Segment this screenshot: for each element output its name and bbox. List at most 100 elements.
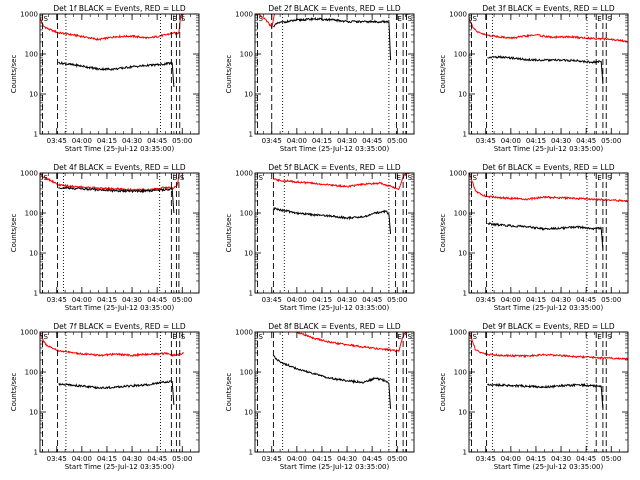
series-line-lld bbox=[273, 173, 410, 191]
x-tick-label: 05:00 bbox=[172, 455, 192, 463]
x-tick-label: 04:30 bbox=[551, 455, 571, 463]
series-line-lld bbox=[40, 332, 184, 358]
series-line-lld bbox=[40, 14, 185, 42]
chart-title: Det 3f BLACK = Events, RED = LLD bbox=[482, 4, 615, 13]
x-tick-label: 04:15 bbox=[312, 137, 332, 145]
marker-label: S bbox=[473, 333, 478, 341]
x-tick-label: 04:00 bbox=[287, 137, 307, 145]
y-axis-label: Counts/sec bbox=[225, 373, 233, 412]
x-tick-label: 04:30 bbox=[122, 296, 142, 304]
series-line-events bbox=[273, 16, 392, 61]
x-axis-label: Start Time (25-Jul-12 03:35:00) bbox=[494, 145, 604, 153]
series-line-events bbox=[58, 380, 175, 406]
y-tick-label: 1 bbox=[463, 290, 467, 298]
y-axis-label: Counts/sec bbox=[225, 55, 233, 94]
plot-frame bbox=[39, 331, 200, 453]
marker-label: S bbox=[259, 333, 264, 341]
chart-title: Det 2f BLACK = Events, RED = LLD bbox=[268, 4, 401, 13]
x-tick-label: 04:15 bbox=[526, 137, 546, 145]
x-tick-label: 04:30 bbox=[122, 137, 142, 145]
marker-label: S bbox=[44, 174, 49, 182]
marker-label: E bbox=[397, 15, 401, 23]
y-tick-label: 1000 bbox=[449, 11, 467, 19]
series-line-events bbox=[273, 206, 392, 234]
x-axis-label: Start Time (25-Jul-12 03:35:00) bbox=[494, 304, 604, 312]
series-line-events bbox=[58, 61, 175, 88]
series-line-lld bbox=[469, 173, 628, 203]
series-line-events bbox=[273, 355, 392, 409]
x-tick-label: 04:45 bbox=[576, 296, 596, 304]
plot-frame bbox=[468, 13, 629, 135]
x-tick-label: 03:45 bbox=[262, 455, 282, 463]
y-tick-label: 1000 bbox=[20, 170, 38, 178]
chart-title: Det 6f BLACK = Events, RED = LLD bbox=[482, 163, 615, 172]
x-tick-label: 03:45 bbox=[262, 137, 282, 145]
y-tick-label: 1000 bbox=[449, 329, 467, 337]
chart-title: Det 4f BLACK = Events, RED = LLD bbox=[53, 163, 186, 172]
x-axis-label: Start Time (25-Jul-12 03:35:00) bbox=[280, 145, 390, 153]
x-tick-label: 04:00 bbox=[501, 296, 521, 304]
x-axis-label: Start Time (25-Jul-12 03:35:00) bbox=[280, 304, 390, 312]
y-tick-label: 100 bbox=[25, 51, 38, 59]
y-tick-label: 1000 bbox=[235, 329, 253, 337]
x-tick-label: 04:45 bbox=[147, 296, 167, 304]
y-tick-label: 10 bbox=[29, 91, 38, 99]
chart-title: Det 7f BLACK = Events, RED = LLD bbox=[53, 322, 186, 331]
x-tick-label: 04:15 bbox=[97, 137, 117, 145]
x-tick-label: 04:00 bbox=[72, 455, 92, 463]
y-tick-label: 10 bbox=[244, 250, 253, 258]
marker-label: E bbox=[597, 15, 601, 23]
series-line-events bbox=[487, 55, 604, 84]
x-tick-label: 04:45 bbox=[362, 455, 382, 463]
x-tick-label: 04:00 bbox=[72, 137, 92, 145]
y-tick-label: 100 bbox=[454, 210, 467, 218]
x-tick-label: 05:00 bbox=[601, 137, 621, 145]
x-tick-label: 04:30 bbox=[551, 296, 571, 304]
y-tick-label: 10 bbox=[244, 91, 253, 99]
y-tick-label: 1 bbox=[249, 290, 253, 298]
x-tick-label: 05:00 bbox=[387, 137, 407, 145]
chart-title: Det 5f BLACK = Events, RED = LLD bbox=[268, 163, 401, 172]
y-tick-label: 1000 bbox=[235, 170, 253, 178]
marker-label: S bbox=[181, 15, 186, 23]
y-axis-label: Counts/sec bbox=[225, 214, 233, 253]
y-tick-label: 10 bbox=[29, 250, 38, 258]
plot-frame bbox=[468, 331, 629, 453]
y-tick-label: 10 bbox=[458, 91, 467, 99]
plot-frame bbox=[254, 331, 415, 453]
y-tick-label: 10 bbox=[458, 250, 467, 258]
marker-label: S bbox=[44, 15, 49, 23]
x-axis-label: Start Time (25-Jul-12 03:35:00) bbox=[65, 304, 175, 312]
plot-frame bbox=[39, 172, 200, 294]
x-tick-label: 04:30 bbox=[337, 137, 357, 145]
marker-label: E bbox=[397, 174, 401, 182]
marker-label: E bbox=[172, 333, 176, 341]
x-tick-label: 04:15 bbox=[526, 455, 546, 463]
series-line-lld bbox=[469, 17, 628, 43]
marker-label: S bbox=[407, 174, 412, 182]
x-axis-label: Start Time (25-Jul-12 03:35:00) bbox=[65, 463, 175, 471]
x-tick-label: 04:15 bbox=[97, 455, 117, 463]
x-tick-label: 05:00 bbox=[172, 137, 192, 145]
x-tick-label: 04:30 bbox=[337, 296, 357, 304]
y-tick-label: 10 bbox=[458, 409, 467, 417]
y-tick-label: 1 bbox=[249, 131, 253, 139]
x-tick-label: 04:30 bbox=[337, 455, 357, 463]
y-tick-label: 1000 bbox=[20, 329, 38, 337]
x-tick-label: 05:00 bbox=[387, 455, 407, 463]
x-tick-label: 03:45 bbox=[47, 455, 67, 463]
x-tick-label: 04:00 bbox=[287, 296, 307, 304]
marker-label: S bbox=[607, 15, 612, 23]
marker-label: S bbox=[259, 15, 264, 23]
y-axis-label: Counts/sec bbox=[439, 55, 447, 94]
x-tick-label: 04:45 bbox=[362, 296, 382, 304]
y-tick-label: 100 bbox=[25, 210, 38, 218]
x-tick-label: 03:45 bbox=[476, 296, 496, 304]
x-tick-label: 04:15 bbox=[97, 296, 117, 304]
y-axis-label: Counts/sec bbox=[439, 214, 447, 253]
